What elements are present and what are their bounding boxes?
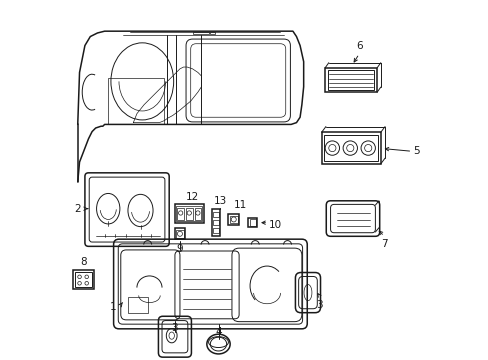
Bar [321, 132, 380, 164]
Bar [211, 209, 220, 235]
Text: 3: 3 [316, 300, 323, 310]
Bar [324, 135, 378, 161]
Bar [176, 230, 183, 238]
Bar [128, 297, 147, 313]
Text: 10: 10 [268, 220, 282, 230]
Bar [249, 220, 255, 226]
Text: 9: 9 [176, 244, 183, 254]
Text: 6: 6 [355, 41, 362, 51]
Bar [75, 272, 92, 287]
Text: 3: 3 [171, 323, 178, 333]
Text: 13: 13 [213, 196, 226, 206]
Bar [247, 218, 257, 227]
Bar [212, 212, 218, 217]
Text: 2: 2 [75, 204, 81, 214]
Bar [192, 32, 208, 35]
Bar [212, 220, 218, 225]
Bar [210, 32, 214, 35]
Text: 1: 1 [109, 302, 116, 312]
Text: 7: 7 [380, 239, 387, 249]
Bar [185, 208, 192, 220]
Bar [229, 216, 237, 224]
Bar [212, 228, 218, 233]
Bar [228, 214, 239, 225]
Text: 5: 5 [412, 146, 419, 156]
Bar [325, 68, 376, 92]
Bar [108, 78, 163, 125]
Bar [73, 270, 94, 289]
Bar [327, 70, 373, 90]
Text: 4: 4 [215, 327, 222, 337]
Text: 11: 11 [234, 201, 247, 211]
Bar [194, 208, 201, 220]
Bar [176, 206, 202, 221]
Bar [175, 228, 184, 239]
Text: 12: 12 [185, 192, 199, 202]
Text: 8: 8 [80, 257, 86, 267]
Bar [174, 204, 203, 223]
Bar [177, 208, 183, 220]
